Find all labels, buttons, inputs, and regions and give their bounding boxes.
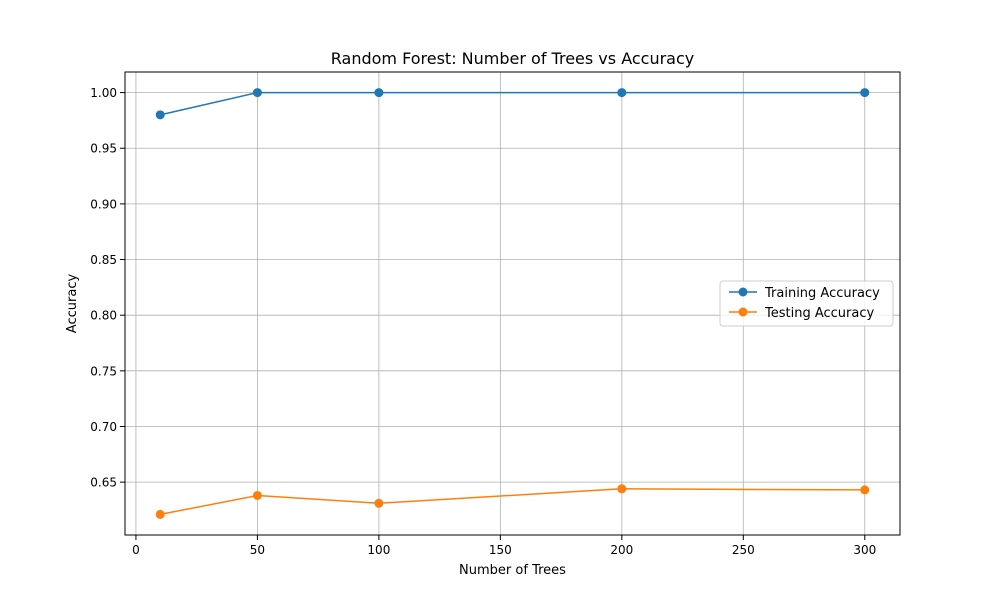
- y-tick-label: 0.85: [90, 253, 117, 267]
- data-point-testing-accuracy: [617, 484, 627, 494]
- chart-title: Random Forest: Number of Trees vs Accura…: [331, 49, 694, 68]
- data-point-training-accuracy: [617, 88, 627, 98]
- data-point-testing-accuracy: [374, 498, 384, 508]
- legend-frame: [719, 280, 894, 327]
- y-axis-ticks: 0.65 0.70 0.75 0.80 0.85 0.90 0.95 1.00: [90, 86, 125, 490]
- x-axis-label: Number of Trees: [459, 563, 566, 578]
- legend-marker-training: [738, 287, 748, 297]
- x-tick-label: 50: [250, 543, 265, 557]
- legend-label-training: Training Accuracy: [764, 286, 880, 301]
- data-point-testing-accuracy: [860, 485, 870, 495]
- x-tick-label: 0: [132, 543, 140, 557]
- y-tick-label: 0.80: [90, 309, 117, 323]
- y-tick-label: 0.75: [90, 364, 117, 378]
- data-point-training-accuracy: [252, 88, 262, 98]
- legend: Training Accuracy Testing Accuracy: [719, 280, 894, 327]
- series-line-testing-accuracy: [160, 488, 865, 516]
- data-point-training-accuracy: [860, 88, 870, 98]
- x-tick-label: 200: [610, 543, 633, 557]
- plot-frame: [124, 71, 901, 536]
- y-tick-label: 0.65: [90, 476, 117, 490]
- legend-label-testing: Testing Accuracy: [764, 306, 874, 321]
- y-tick-label: 0.95: [90, 142, 117, 156]
- y-tick-label: 0.90: [90, 197, 117, 211]
- y-tick-label: 0.70: [90, 420, 117, 434]
- x-tick-label: 100: [367, 543, 390, 557]
- data-point-testing-accuracy: [252, 490, 262, 500]
- series-line-training-accuracy: [160, 91, 865, 116]
- x-tick-label: 250: [732, 543, 755, 557]
- data-point-training-accuracy: [155, 110, 165, 120]
- data-point-training-accuracy: [374, 88, 384, 98]
- series-group: [155, 88, 870, 519]
- y-tick-label: 1.00: [90, 86, 117, 100]
- legend-marker-testing: [738, 307, 748, 317]
- data-point-testing-accuracy: [155, 509, 165, 519]
- x-axis-ticks: 0 50 100 150 200 250 300: [132, 535, 876, 557]
- y-axis-label: Accuracy: [65, 274, 80, 334]
- x-tick-label: 300: [853, 543, 876, 557]
- x-tick-label: 150: [489, 543, 512, 557]
